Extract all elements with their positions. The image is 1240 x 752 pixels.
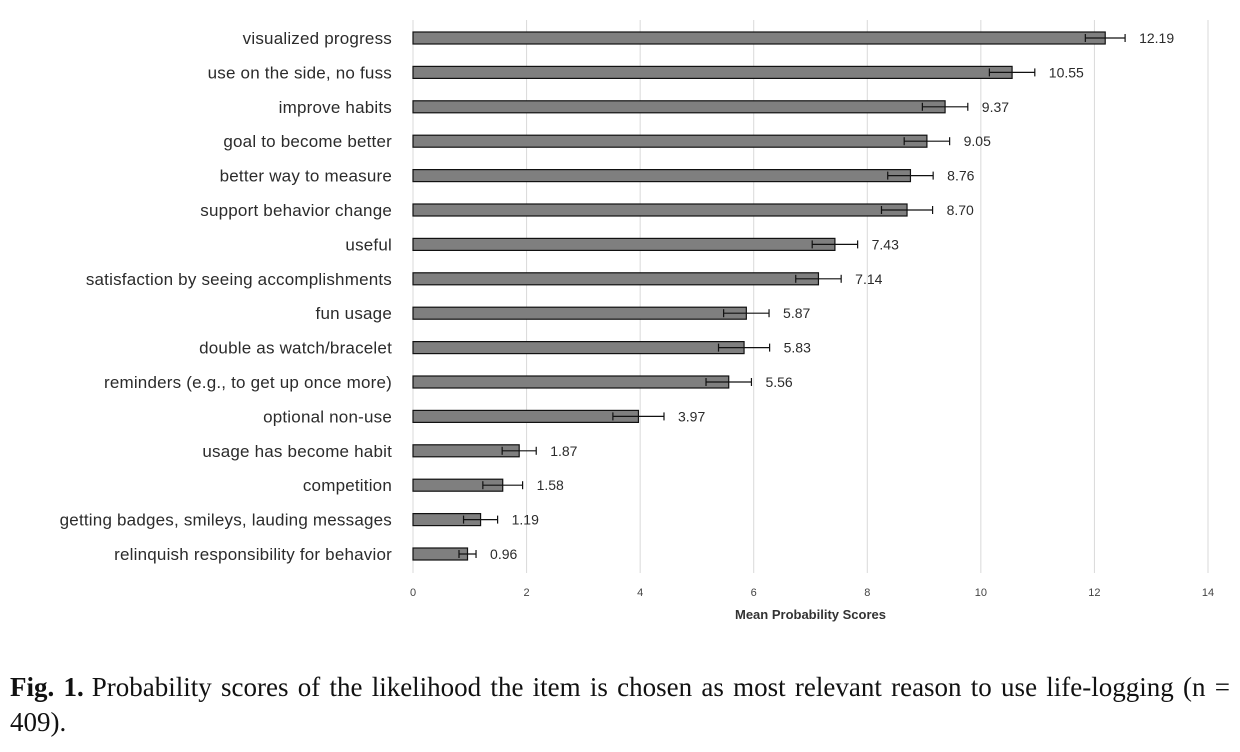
bar — [412, 100, 946, 114]
bar — [412, 169, 912, 183]
bar-chart: 12.19 10.55 9.37 9.05 8.76 8.70 7.43 7.14 5.87 5.… — [60, 20, 1214, 622]
bar — [412, 134, 928, 148]
bar — [412, 375, 730, 389]
error-bar — [482, 481, 524, 490]
error-bar — [903, 137, 951, 146]
category-label: optional non-use — [263, 407, 392, 426]
caption-text: Probability scores of the likelihood the… — [10, 672, 1230, 737]
category-label: support behavior change — [200, 201, 392, 220]
data-label: 3.97 — [678, 408, 705, 424]
error-bar — [723, 309, 770, 318]
data-label: 1.87 — [550, 443, 577, 459]
category-label: reminders (e.g., to get up once more) — [104, 373, 392, 392]
category-label: visualized progress — [243, 29, 392, 48]
category-label: usage has become habit — [202, 442, 392, 461]
x-tick-label: 2 — [524, 587, 530, 599]
x-axis-title: Mean Probability Scores — [735, 607, 886, 622]
bar — [412, 306, 747, 320]
category-label: competition — [303, 476, 392, 495]
category-label: useful — [345, 235, 392, 254]
bar — [412, 237, 836, 251]
x-tick-label: 14 — [1202, 587, 1214, 599]
error-bar — [1084, 34, 1126, 42]
error-bar — [705, 378, 753, 386]
data-label: 9.05 — [964, 133, 991, 149]
category-label: satisfaction by seeing accomplishments — [86, 270, 392, 289]
data-label: 5.87 — [783, 305, 810, 321]
error-bar — [717, 343, 771, 352]
error-bar — [811, 240, 859, 249]
x-tick-label: 10 — [975, 587, 987, 599]
error-bar — [921, 102, 969, 111]
category-label: use on the side, no fuss — [208, 63, 392, 82]
data-label: 8.70 — [947, 202, 974, 218]
bar — [412, 65, 1013, 80]
error-bar — [462, 515, 499, 524]
bar — [412, 409, 640, 423]
error-bar — [988, 68, 1036, 77]
data-label: 5.83 — [784, 340, 811, 356]
category-label: relinquish responsibility for behavior — [114, 545, 392, 564]
data-label: 10.55 — [1049, 64, 1084, 80]
category-label: fun usage — [316, 304, 392, 323]
x-tick-label: 8 — [864, 587, 870, 599]
category-label: improve habits — [279, 98, 392, 117]
bars: 12.19 10.55 9.37 9.05 8.76 8.70 7.43 7.14 5.87 5.… — [412, 30, 1174, 562]
x-tick-label: 0 — [410, 587, 416, 599]
x-tick-label: 4 — [637, 587, 643, 599]
error-bar — [887, 171, 934, 180]
data-label: 1.19 — [512, 512, 539, 528]
category-label: better way to measure — [220, 167, 392, 186]
error-bar — [501, 446, 537, 455]
data-label: 5.56 — [765, 374, 792, 390]
x-axis-ticks: 0 2 4 6 8 10 12 14 — [410, 587, 1214, 599]
data-label: 12.19 — [1139, 30, 1174, 46]
category-label: goal to become better — [223, 132, 392, 151]
bar — [412, 272, 820, 286]
category-label: getting badges, smileys, lauding message… — [60, 511, 392, 530]
bar — [412, 341, 745, 355]
error-bar — [795, 274, 842, 283]
error-bar — [458, 550, 477, 558]
x-tick-label: 6 — [751, 587, 757, 599]
figure-caption: Fig. 1. Probability scores of the likelih… — [10, 670, 1230, 740]
x-tick-label: 12 — [1088, 587, 1100, 599]
bar — [412, 31, 1106, 45]
data-label: 9.37 — [982, 99, 1009, 115]
category-labels: visualized progress use on the side, no f… — [60, 29, 392, 564]
data-label: 7.43 — [872, 236, 899, 252]
data-label: 8.76 — [947, 168, 974, 184]
error-bar — [612, 412, 665, 421]
error-bar — [880, 206, 934, 214]
category-label: double as watch/bracelet — [199, 339, 392, 358]
bar — [412, 203, 908, 217]
data-label: 0.96 — [490, 546, 517, 562]
data-label: 1.58 — [537, 477, 564, 493]
data-label: 7.14 — [855, 271, 882, 287]
figure-number: Fig. 1. — [10, 672, 84, 702]
